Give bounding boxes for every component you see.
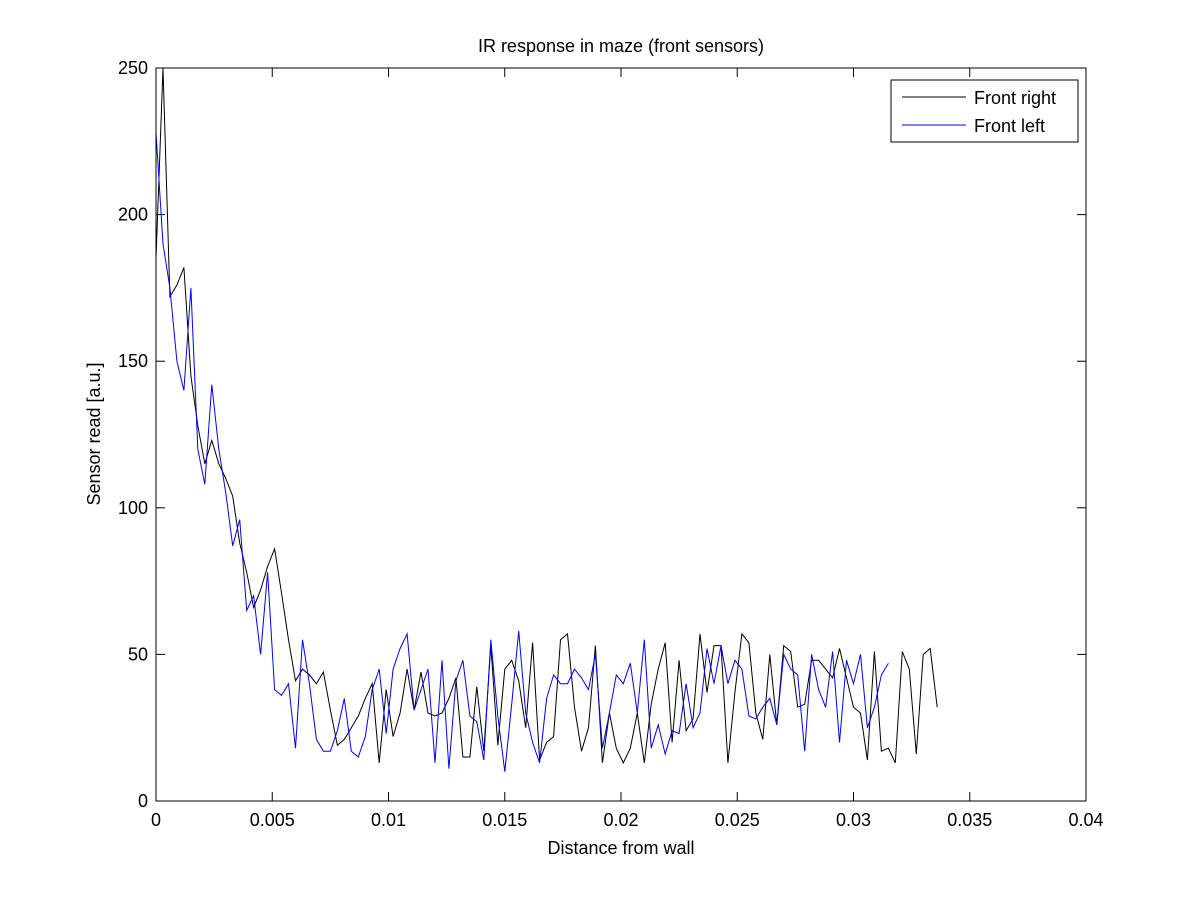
chart-title: IR response in maze (front sensors) (478, 36, 764, 56)
x-tick-label-4: 0.02 (603, 810, 638, 830)
x-tick-label-6: 0.03 (836, 810, 871, 830)
legend-label-front-left: Front left (974, 116, 1045, 136)
x-tick-label-5: 0.025 (715, 810, 760, 830)
y-tick-label-4: 200 (118, 205, 148, 225)
y-tick-label-5: 250 (118, 58, 148, 78)
plot-area (156, 68, 1086, 801)
series-line-front-left (155, 132, 889, 772)
data-series (155, 67, 938, 772)
legend-label-front-right: Front right (974, 88, 1056, 108)
legend: Front right Front left (890, 79, 1079, 143)
x-tick-label-8: 0.04 (1068, 810, 1103, 830)
x-tick-label-0: 0 (151, 810, 161, 830)
y-tick-label-3: 150 (118, 351, 148, 371)
legend-box (890, 79, 1079, 143)
x-tick-label-7: 0.035 (947, 810, 992, 830)
axis-ticks: 0 0.005 0.01 0.015 0.02 0.025 0.03 0.035 0.04 0 50… (118, 58, 1104, 830)
plot-frame (155, 67, 1087, 802)
y-tick-label-1: 50 (128, 644, 148, 664)
x-tick-label-1: 0.005 (250, 810, 295, 830)
y-axis-label: Sensor read [a.u.] (84, 362, 104, 505)
x-tick-label-2: 0.01 (371, 810, 406, 830)
y-tick-label-0: 0 (138, 791, 148, 811)
x-axis-label: Distance from wall (547, 838, 694, 858)
y-tick-label-2: 100 (118, 498, 148, 518)
x-tick-label-3: 0.015 (482, 810, 527, 830)
series-line-front-right (155, 67, 938, 765)
